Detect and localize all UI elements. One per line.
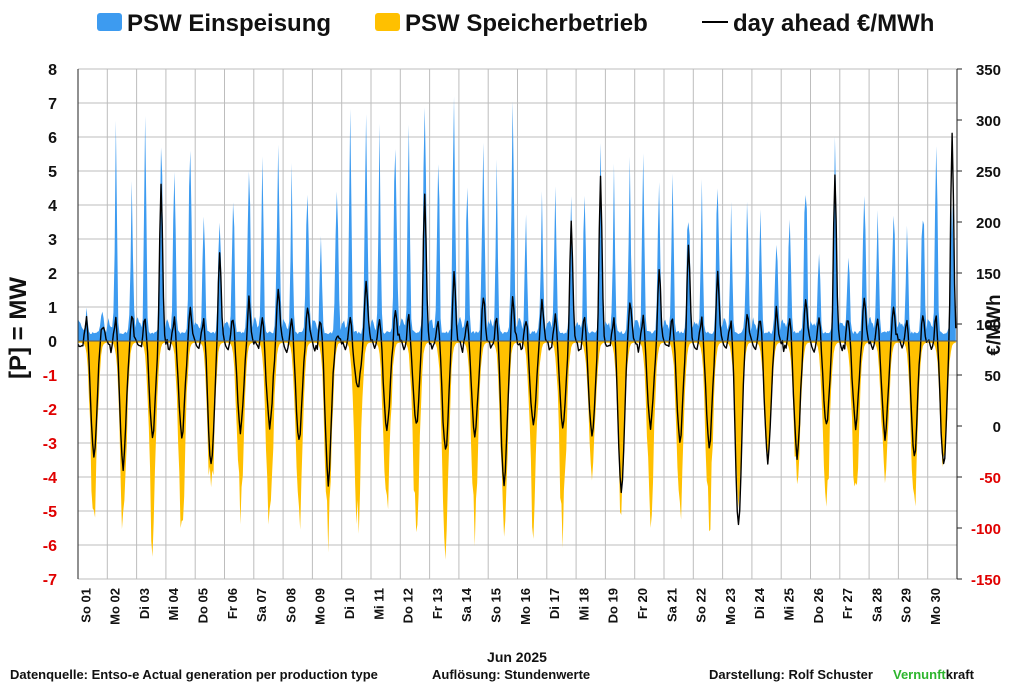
x-tick-label: Di 10 bbox=[342, 588, 357, 619]
y-tick-label: 3 bbox=[48, 232, 57, 249]
x-tick-label: Mi 25 bbox=[782, 588, 797, 621]
x-tick-label: Mo 23 bbox=[723, 588, 738, 625]
y2-tick-label: 100 bbox=[976, 317, 1001, 334]
x-tick-label: Di 17 bbox=[547, 588, 562, 619]
footer-brand-green: Vernunft bbox=[893, 667, 946, 682]
legend-label-price: day ahead €/MWh bbox=[733, 10, 934, 37]
y-tick-label: -2 bbox=[43, 402, 57, 419]
x-tick-label: Mi 04 bbox=[166, 587, 181, 620]
axes bbox=[77, 68, 962, 580]
y2-tick-label: 50 bbox=[984, 368, 1001, 385]
x-tick-label: Mo 09 bbox=[313, 588, 328, 625]
y2-tick-label: 150 bbox=[976, 266, 1001, 283]
x-tick-label: Fr 27 bbox=[840, 588, 855, 619]
x-tick-label: Sa 14 bbox=[459, 587, 474, 622]
y2-tick-label: 300 bbox=[976, 113, 1001, 130]
legend-swatch-storage bbox=[375, 13, 400, 31]
x-tick-label: So 08 bbox=[283, 588, 298, 623]
x-tick-label: Sa 21 bbox=[664, 588, 679, 622]
x-tick-label: Do 26 bbox=[811, 588, 826, 623]
y2-tick-label: -150 bbox=[971, 572, 1001, 589]
y2-tick-label: 0 bbox=[993, 419, 1001, 436]
x-tick-label: Do 05 bbox=[196, 588, 211, 623]
x-tick-label: Fr 20 bbox=[635, 588, 650, 619]
y-tick-label: 8 bbox=[48, 62, 57, 79]
footer-brand-black: kraft bbox=[946, 667, 975, 682]
footer-source: Datenquelle: Entso-e Actual generation p… bbox=[10, 667, 378, 682]
left-axis-title: [P] = MW bbox=[5, 277, 32, 379]
x-tick-label: Do 19 bbox=[606, 588, 621, 623]
x-tick-label: Di 03 bbox=[137, 588, 152, 619]
footer: Datenquelle: Entso-e Actual generation p… bbox=[10, 667, 975, 682]
series-storage-area bbox=[78, 341, 956, 560]
x-tick-label: Mi 11 bbox=[371, 588, 386, 620]
footer-brand: Vernunftkraft bbox=[893, 667, 975, 682]
x-tick-label: So 15 bbox=[489, 588, 504, 623]
y-tick-label: 0 bbox=[48, 334, 57, 351]
y-tick-label: 1 bbox=[48, 300, 57, 317]
x-tick-label: Di 24 bbox=[752, 587, 767, 619]
y2-tick-label: 250 bbox=[976, 164, 1001, 181]
legend: PSW Einspeisung PSW Speicherbetrieb day … bbox=[97, 10, 934, 37]
y-tick-label: -3 bbox=[43, 436, 57, 453]
series-feed-in-area bbox=[78, 96, 956, 341]
y-tick-label: -6 bbox=[43, 538, 57, 555]
legend-swatch-feed-in bbox=[97, 13, 122, 31]
y-tick-label: -4 bbox=[43, 470, 57, 487]
plot-area bbox=[77, 96, 957, 560]
y-tick-label: 5 bbox=[48, 164, 57, 181]
y-tick-label: -5 bbox=[43, 504, 57, 521]
x-tick-label: Sa 28 bbox=[869, 588, 884, 622]
y-tick-label: 6 bbox=[48, 130, 57, 147]
gridlines bbox=[77, 68, 957, 580]
x-tick-label: Fr 06 bbox=[225, 588, 240, 619]
series-price-line bbox=[77, 132, 957, 526]
tick-labels: 8 7 6 5 4 3 2 1 0 -1 -2 -3 -4 -5 -6 -7 350 300 250 200 150 10… bbox=[43, 62, 1001, 625]
y2-tick-label: -50 bbox=[979, 470, 1001, 487]
x-tick-label: So 01 bbox=[78, 588, 93, 623]
y-tick-label: -1 bbox=[43, 368, 57, 385]
y-tick-label: 2 bbox=[48, 266, 57, 283]
x-tick-label: So 22 bbox=[694, 588, 709, 623]
y-tick-label: -7 bbox=[43, 572, 57, 589]
x-tick-label: Sa 07 bbox=[254, 588, 269, 622]
x-tick-label: Mo 30 bbox=[928, 588, 943, 625]
y2-tick-label: 200 bbox=[976, 215, 1001, 232]
footer-author: Darstellung: Rolf Schuster bbox=[709, 667, 873, 682]
x-tick-label: Mi 18 bbox=[576, 588, 591, 621]
footer-resolution: Auflösung: Stundenwerte bbox=[432, 667, 590, 682]
x-tick-label: Do 12 bbox=[401, 588, 416, 623]
y2-tick-label: 350 bbox=[976, 62, 1001, 79]
right-axis-title: €/MWh bbox=[984, 294, 1005, 355]
y2-tick-label: -100 bbox=[971, 521, 1001, 538]
y-tick-label: 7 bbox=[48, 96, 57, 113]
legend-label-feed-in: PSW Einspeisung bbox=[127, 10, 331, 37]
x-tick-label: So 29 bbox=[899, 588, 914, 623]
y-tick-label: 4 bbox=[48, 198, 57, 215]
x-tick-label: Fr 13 bbox=[430, 588, 445, 619]
month-label: Jun 2025 bbox=[487, 649, 547, 665]
x-tick-label: Mo 16 bbox=[518, 588, 533, 625]
legend-label-storage: PSW Speicherbetrieb bbox=[405, 10, 648, 37]
x-tick-label: Mo 02 bbox=[108, 588, 123, 625]
